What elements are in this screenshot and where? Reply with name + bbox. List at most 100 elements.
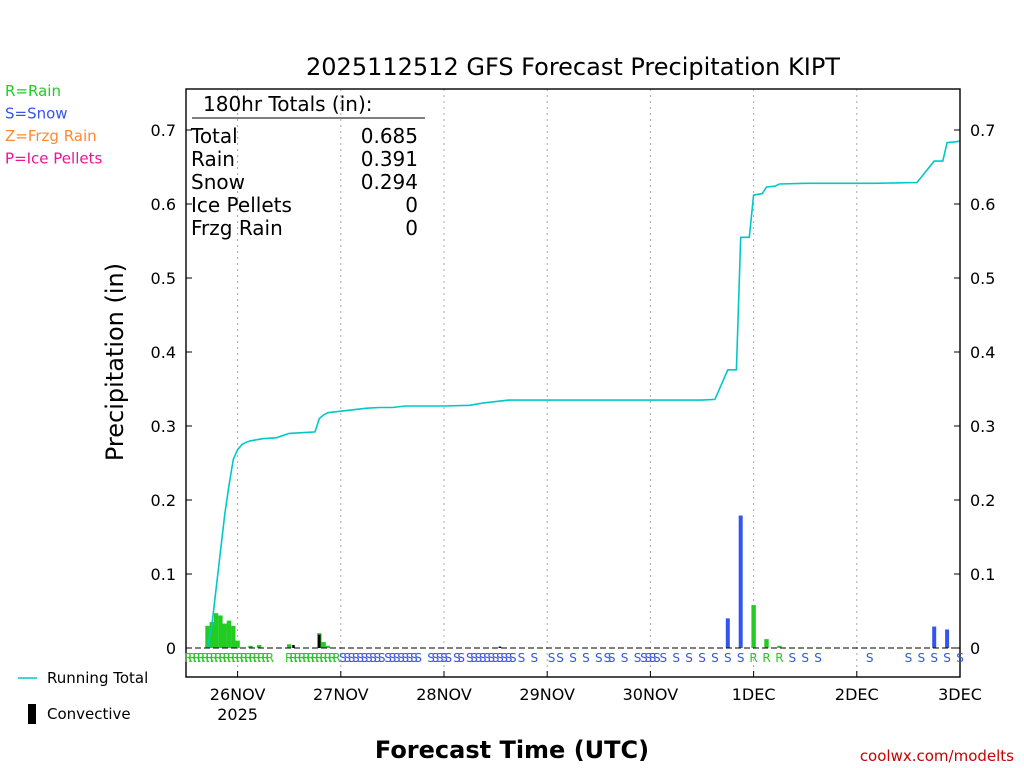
ptype-letter: S <box>343 651 351 665</box>
ptype-letter: R <box>184 651 192 665</box>
ptype-legend-item: Z=Frzg Rain <box>5 127 97 145</box>
series-legend: Running Total Convective <box>18 669 148 724</box>
precip-bar <box>725 618 730 648</box>
ptype-letter: R <box>294 651 302 665</box>
ptype-letter: R <box>236 651 244 665</box>
ptype-letter: R <box>257 651 265 665</box>
ptype-letter: S <box>905 651 913 665</box>
ptype-letter: R <box>197 651 205 665</box>
totals-row-value: 0.391 <box>361 147 418 171</box>
ptype-letter: R <box>223 651 231 665</box>
ptype-letter: S <box>943 651 951 665</box>
ptype-letter: S <box>470 651 478 665</box>
totals-box: 180hr Totals (in): Total 0.685 Rain 0.391 Sn… <box>190 92 425 240</box>
y-tick-label-right: 0.7 <box>970 121 995 140</box>
y-tick-label-left: 0.2 <box>151 491 176 510</box>
convective-bars <box>292 634 502 648</box>
ptype-letter: S <box>866 651 874 665</box>
ptype-letter: R <box>311 651 319 665</box>
totals-header: 180hr Totals (in): <box>203 92 373 116</box>
gridlines <box>237 89 858 677</box>
precip-bars <box>205 515 950 648</box>
ptype-letter: S <box>393 651 401 665</box>
ptype-letter: S <box>496 651 504 665</box>
precip-bar <box>222 623 227 648</box>
chart-title: 2025112512 GFS Forecast Precipitation KI… <box>306 53 840 81</box>
ptype-letter: S <box>440 651 448 665</box>
ptype-letter: R <box>261 651 269 665</box>
y-tick-label-left: 0 <box>166 639 176 658</box>
x-tick-label: 29NOV <box>519 685 575 704</box>
ptype-letter: S <box>698 651 706 665</box>
ptype-letter: S <box>644 651 652 665</box>
ptype-letter: R <box>324 651 332 665</box>
precip-bar <box>235 640 240 648</box>
ptype-letter: R <box>227 651 235 665</box>
running-total-line <box>206 140 961 649</box>
convective-bar <box>292 645 295 648</box>
ptype-letter: R <box>762 651 770 665</box>
ptype-letter: S <box>724 651 732 665</box>
ptype-letter: S <box>389 651 397 665</box>
ptype-letter: S <box>509 651 517 665</box>
x-tick-label: 30NOV <box>623 685 679 704</box>
ptype-letter: S <box>339 651 347 665</box>
ptype-letter: S <box>410 651 418 665</box>
precip-bar <box>226 620 232 648</box>
ptype-letter: S <box>530 651 538 665</box>
ptype-letter: S <box>365 651 373 665</box>
totals-row-value: 0 <box>405 216 418 240</box>
ptype-letter: S <box>930 651 938 665</box>
precip-bar <box>321 642 326 648</box>
ptype-letter: S <box>436 651 444 665</box>
ptype-letter: S <box>457 651 465 665</box>
series-legend-label: Running Total <box>47 669 148 687</box>
ptype-letter: S <box>737 651 745 665</box>
ptype-letter: S <box>453 651 461 665</box>
ptype-letter: S <box>595 651 603 665</box>
precip-bar <box>932 626 937 648</box>
ptype-letter: S <box>548 651 556 665</box>
y-tick-label-left: 0.4 <box>151 343 176 362</box>
ptype-letter: S <box>621 651 629 665</box>
totals-row-value: 0.294 <box>361 170 418 194</box>
ptype-letter: R <box>240 651 248 665</box>
y-axis-label: Precipitation (in) <box>101 263 129 461</box>
ptype-letter: R <box>328 651 336 665</box>
ptype-letter: S <box>475 651 483 665</box>
precip-bar <box>205 625 210 648</box>
precip-bar <box>248 645 253 648</box>
ptype-letter: S <box>634 651 642 665</box>
x-tick-sublabel: 2025 <box>217 705 258 724</box>
ptype-letter: S <box>432 651 440 665</box>
ptype-letter: S <box>374 651 382 665</box>
ptype-letter: R <box>253 651 261 665</box>
ptype-letter: S <box>801 651 809 665</box>
ptype-letter: S <box>659 651 667 665</box>
precip-bar <box>231 625 236 648</box>
ptype-letter: R <box>749 651 757 665</box>
convective-bar <box>318 634 321 648</box>
x-tick-label: 2DEC <box>835 685 879 704</box>
ptype-letter: S <box>487 651 495 665</box>
totals-row-label: Ice Pellets <box>191 193 292 217</box>
ptype-letter: S <box>649 651 657 665</box>
x-tick-label: 3DEC <box>938 685 982 704</box>
y-tick-label-left: 0.7 <box>151 121 176 140</box>
ptype-letter: R <box>244 651 252 665</box>
ptype-letter: R <box>205 651 213 665</box>
ptype-letter: R <box>218 651 226 665</box>
ptype-letter: R <box>298 651 306 665</box>
ptype-letter: S <box>492 651 500 665</box>
y-tick-label-right: 0.2 <box>970 491 995 510</box>
precip-bar <box>751 605 756 648</box>
x-tick-label: 27NOV <box>313 685 369 704</box>
ptype-letter: S <box>466 651 474 665</box>
y-tick-label-right: 0.5 <box>970 269 995 288</box>
ptype-letter: S <box>401 651 409 665</box>
y-tick-label-left: 0.1 <box>151 565 176 584</box>
y-tick-label-left: 0.6 <box>151 195 176 214</box>
ptype-letter: S <box>653 651 661 665</box>
precip-bar <box>325 645 331 648</box>
